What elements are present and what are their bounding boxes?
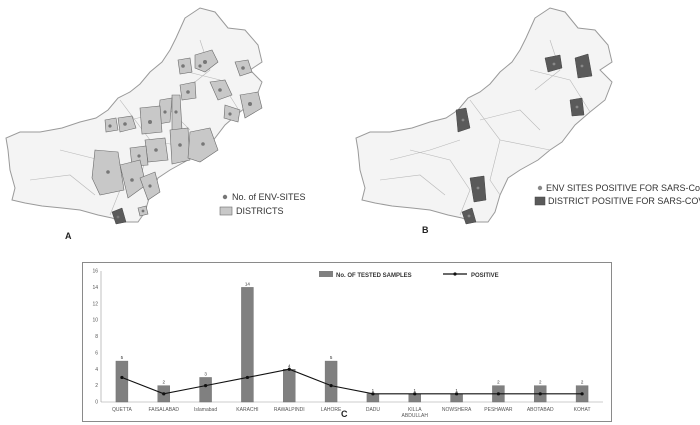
y-tick-label: 14	[92, 285, 98, 291]
chart-axes	[100, 271, 603, 403]
y-tick-label: 16	[92, 269, 98, 275]
bar-value-label: 2	[539, 380, 542, 385]
bar-value-label: 3	[204, 371, 207, 376]
positive-point	[454, 392, 459, 396]
category-label: KOHAT	[574, 407, 591, 413]
positive-point	[371, 392, 375, 396]
line-series	[120, 367, 584, 396]
env-site-dots	[106, 60, 252, 219]
bar-value-label: 2	[497, 380, 500, 385]
positive-site-dots	[461, 62, 584, 218]
bar-value-label: 1	[413, 388, 416, 393]
legend-positive-sites-label: ENV SITES POSITIVE FOR SARS-CoV-2	[546, 183, 700, 193]
map-b-svg: ENV SITES POSITIVE FOR SARS-CoV-2 DISTRI…	[355, 7, 700, 235]
bar-value-label: 4	[288, 363, 291, 368]
positive-point	[329, 384, 333, 388]
bar-value-label: 1	[372, 388, 375, 393]
legend-bar-label: No. OF TESTED SAMPLES	[336, 273, 412, 279]
legend-districts-label: DISTRICTS	[236, 206, 284, 216]
positive-point	[120, 375, 124, 380]
legend-line-marker	[453, 272, 457, 276]
positive-point	[413, 392, 417, 396]
internal-borders-b	[379, 39, 591, 216]
bar-value-label: 1	[455, 388, 458, 393]
y-tick-label: 2	[95, 383, 98, 389]
positive-point	[203, 384, 208, 388]
legend-site-dot	[222, 194, 228, 200]
bar-value-label: 2	[162, 380, 165, 385]
bar	[324, 360, 338, 403]
y-tick-label: 12	[92, 301, 98, 307]
chart-panel-c: 0 2 4 6 8 10 12 14 16 5 2 3 14 4 5 1 1 1 2 2 2 QUETTA FAISAL…	[82, 262, 612, 422]
positive-point	[580, 392, 584, 396]
bar	[115, 360, 129, 403]
category-label: KILLA ABDULLAH	[402, 407, 429, 419]
map-panel-b: ENV SITES POSITIVE FOR SARS-CoV-2 DISTRI…	[350, 0, 700, 262]
y-tick-label: 10	[92, 318, 98, 324]
category-label: FAISALABAD	[148, 407, 179, 413]
category-labels: QUETTA FAISALABAD Islamabad KARACHI RAWALPIN…	[112, 407, 591, 419]
y-tick-label: 8	[95, 334, 98, 340]
bar-value-label: 5	[330, 355, 333, 360]
bar	[199, 377, 212, 403]
panel-a-label: A	[65, 231, 72, 241]
bar	[241, 287, 254, 403]
y-tick-labels: 0 2 4 6 8 10 12 14 16	[92, 269, 98, 406]
panel-c-label: C	[341, 409, 348, 419]
category-label: PESHAWAR	[484, 407, 513, 413]
legend-sites-label: No. of ENV-SITES	[232, 192, 306, 202]
legend-positive-districts-label: DISTRICT POSITIVE FOR SARS-COV-2	[548, 196, 700, 206]
positive-point	[287, 367, 291, 371]
bar	[283, 369, 296, 403]
bar-series	[115, 287, 589, 403]
bar-value-label: 5	[121, 355, 124, 360]
y-tick-label: 6	[95, 350, 98, 356]
category-label: NOWSHERA	[442, 407, 472, 413]
bar-value-label: 14	[245, 281, 251, 286]
map-a-svg: No. of ENV-SITES DISTRICTS A	[5, 7, 306, 241]
legend-positive-district-swatch	[534, 196, 546, 206]
y-tick-label: 4	[95, 367, 98, 373]
category-label: QUETTA	[112, 407, 133, 413]
category-label: LAHORE	[321, 407, 342, 413]
positive-point	[162, 392, 166, 396]
category-label: KARACHI	[236, 407, 258, 413]
bar-value-label: 2	[581, 380, 584, 385]
panel-b-label: B	[422, 225, 429, 235]
legend-district-swatch	[219, 206, 233, 216]
category-label: ABOTABAD	[527, 407, 554, 413]
category-label: Islamabad	[194, 407, 217, 413]
positive-point	[496, 392, 501, 396]
category-label: DADU	[366, 407, 381, 413]
chart-legend: No. OF TESTED SAMPLES POSITIVE	[319, 271, 499, 279]
y-tick-label: 0	[95, 400, 98, 406]
district-dark	[111, 207, 127, 225]
map-panel-a: No. of ENV-SITES DISTRICTS A	[0, 0, 350, 262]
legend-bar-swatch	[319, 271, 333, 277]
positive-line	[121, 368, 583, 395]
positive-point	[538, 392, 542, 396]
legend-positive-site-dot	[537, 185, 543, 191]
bar-value-labels: 5 2 3 14 4 5 1 1 1 2 2 2	[121, 281, 584, 392]
legend-line-label: POSITIVE	[471, 273, 499, 279]
positive-point	[245, 375, 250, 380]
category-label: RAWALPINDI	[274, 407, 305, 413]
